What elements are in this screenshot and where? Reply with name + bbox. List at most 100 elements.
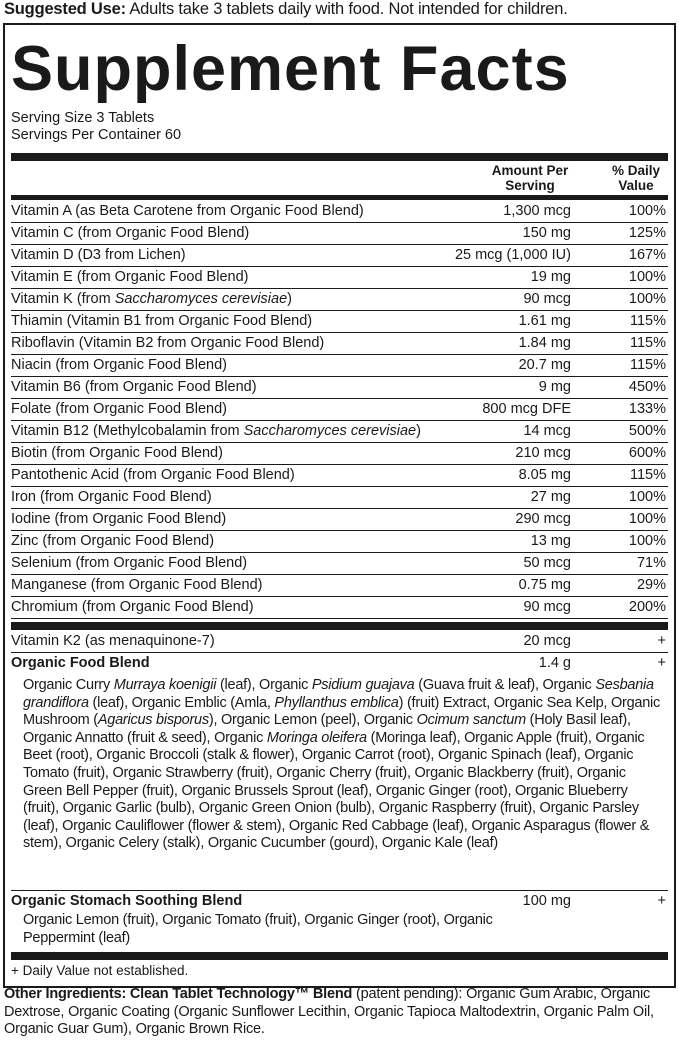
table-row: Vitamin K (from Saccharomyces cerevisiae…: [11, 289, 668, 311]
nutrient-name: Vitamin C (from Organic Food Blend): [11, 223, 249, 244]
nutrient-amount: 90 mcg: [523, 291, 571, 307]
text-segment: Zinc (from Organic Food Blend): [11, 533, 215, 549]
nutrient-name: Iron (from Organic Food Blend): [11, 487, 212, 508]
blend-amount: 100 mg: [522, 893, 571, 909]
text-segment: Folate (from Organic Food Blend): [11, 401, 227, 417]
text-segment: Vitamin B6 (from Organic Food Blend): [11, 379, 257, 395]
nutrient-amount: 20 mcg: [523, 633, 571, 649]
blend-name: Organic Food Blend: [11, 655, 150, 671]
text-segment: ) (fruit) Extract, Organic Sea Kelp, Org…: [23, 694, 660, 729]
nutrient-amount: 14 mcg: [523, 423, 571, 439]
text-segment: ): [416, 423, 421, 439]
italic-text: Saccharomyces cerevisiae: [243, 423, 417, 439]
nutrient-name: Selenium (from Organic Food Blend): [11, 553, 247, 574]
nutrient-amount: 800 mcg DFE: [482, 401, 571, 417]
blend-dv: +: [657, 893, 666, 909]
nutrient-dv: 600%: [628, 445, 666, 461]
blend-amount: 1.4 g: [538, 655, 571, 671]
nutrient-name: Chromium (from Organic Food Blend): [11, 597, 254, 618]
text-segment: Chromium (from Organic Food Blend): [11, 599, 254, 615]
text-segment: (Holy Basil leaf), Organic Annatto (frui…: [23, 712, 631, 746]
table-row: Folate (from Organic Food Blend) 800 mcg …: [11, 399, 668, 421]
italic-text: Psidium guajava: [311, 677, 415, 693]
nutrient-name: Vitamin B12 (Methylcobalamin from Saccha…: [11, 421, 421, 442]
serving-size: Serving Size 3 Tablets: [11, 110, 155, 126]
nutrient-name: Pantothenic Acid (from Organic Food Blen…: [11, 465, 295, 486]
text-segment: Selenium (from Organic Food Blend): [11, 555, 248, 571]
table-row: Niacin (from Organic Food Blend) 20.7 mg 1…: [11, 355, 668, 377]
text-segment: Thiamin (Vitamin B1 from Organic Food Bl…: [11, 313, 313, 329]
nutrient-amount: 8.05 mg: [518, 467, 571, 483]
other-ingredients: Other Ingredients: Clean Tablet Technolo…: [4, 986, 676, 1039]
italic-text: Ocimum sanctum: [416, 712, 527, 729]
text-segment: (leaf), Organic: [216, 677, 312, 693]
nutrient-dv: 200%: [628, 599, 666, 615]
text-segment: Iodine (from Organic Food Blend): [11, 511, 227, 527]
nutrient-amount: 150 mg: [522, 225, 571, 241]
text-segment: Pantothenic Acid (from Organic Food Blen…: [11, 467, 295, 483]
nutrient-name: Vitamin K2 (as menaquinone-7): [11, 633, 215, 649]
nutrient-amount: 13 mg: [530, 533, 571, 549]
nutrient-dv: +: [657, 633, 666, 649]
table-row: Biotin (from Organic Food Blend) 210 mcg 6…: [11, 443, 668, 465]
table-row: Riboflavin (Vitamin B2 from Organic Food…: [11, 333, 668, 355]
table-row: Organic Food Blend 1.4 g +: [11, 653, 668, 674]
text-segment: Vitamin K (from: [11, 291, 115, 307]
supplement-facts-panel: Supplement Facts Serving Size 3 Tablets …: [3, 23, 676, 988]
table-row: Vitamin C (from Organic Food Blend) 150 m…: [11, 223, 668, 245]
table-row: Vitamin A (as Beta Carotene from Organic…: [11, 201, 668, 223]
table-row: Vitamin D (D3 from Lichen) 25 mcg (1,000 …: [11, 245, 668, 267]
nutrient-amount: 50 mcg: [523, 555, 571, 571]
text-segment: ), Organic Lemon (peel), Organic: [208, 712, 417, 729]
table-row: Selenium (from Organic Food Blend) 50 mcg…: [11, 553, 668, 575]
other-ingredients-label: Other Ingredients: Clean Tablet Technolo…: [4, 986, 353, 1002]
text-segment: (leaf), Organic Emblic (Amla,: [88, 694, 275, 711]
nutrient-dv: 115%: [629, 335, 666, 351]
nutrient-dv: 100%: [628, 489, 666, 505]
nutrient-dv: 100%: [628, 291, 666, 307]
nutrient-name: Vitamin K (from Saccharomyces cerevisiae…: [11, 289, 292, 310]
stomach-blend-ingredients: Organic Lemon (fruit), Organic Tomato (f…: [23, 912, 493, 946]
text-segment: Vitamin B12 (Methylcobalamin from: [11, 423, 244, 439]
nutrient-name: Vitamin A (as Beta Carotene from Organic…: [11, 201, 364, 222]
table-row: Pantothenic Acid (from Organic Food Blen…: [11, 465, 668, 487]
other-ingredients-text: (patent pending): Organic Gum Arabic, Or…: [4, 986, 654, 1038]
nutrient-dv: 115%: [629, 357, 666, 373]
nutrient-name: Folate (from Organic Food Blend): [11, 399, 227, 420]
table-row: Chromium (from Organic Food Blend) 90 mcg…: [11, 597, 668, 619]
nutrient-dv: 100%: [628, 203, 666, 219]
italic-text: Murraya koenigii: [113, 677, 217, 693]
nutrient-name: Niacin (from Organic Food Blend): [11, 355, 227, 376]
nutrient-name: Vitamin D (D3 from Lichen): [11, 245, 186, 266]
nutrient-amount: 1,300 mcg: [503, 203, 571, 219]
table-row: Thiamin (Vitamin B1 from Organic Food Bl…: [11, 311, 668, 333]
nutrient-dv: 167%: [628, 247, 666, 263]
nutrient-name: Biotin (from Organic Food Blend): [11, 443, 223, 464]
text-segment: ): [287, 291, 292, 307]
table-row: Iodine (from Organic Food Blend) 290 mcg 1…: [11, 509, 668, 531]
nutrient-name: Zinc (from Organic Food Blend): [11, 531, 214, 552]
text-segment: (Moringa leaf), Organic Apple (fruit), O…: [23, 729, 650, 852]
nutrient-amount: 1.61 mg: [518, 313, 571, 329]
nutrient-amount: 20.7 mg: [518, 357, 571, 373]
italic-text: Saccharomyces cerevisiae: [114, 291, 288, 307]
text-segment: Niacin (from Organic Food Blend): [11, 357, 227, 373]
text-segment: Vitamin C (from Organic Food Blend): [11, 225, 250, 241]
nutrient-amount: 25 mcg (1,000 IU): [454, 247, 571, 263]
nutrient-dv: 500%: [628, 423, 666, 439]
table-row: Zinc (from Organic Food Blend) 13 mg 100%: [11, 531, 668, 553]
nutrient-amount: 210 mcg: [515, 445, 571, 461]
header-amount: Amount Per Serving: [491, 163, 569, 193]
table-row: Vitamin K2 (as menaquinone-7) 20 mcg +: [11, 631, 668, 653]
nutrient-name: Vitamin B6 (from Organic Food Blend): [11, 377, 257, 398]
servings-per-container: Servings Per Container 60: [11, 127, 182, 143]
nutrient-dv: 100%: [628, 511, 666, 527]
nutrient-dv: 133%: [628, 401, 666, 417]
nutrient-amount: 90 mcg: [523, 599, 571, 615]
nutrient-amount: 9 mg: [538, 379, 571, 395]
nutrient-name: Thiamin (Vitamin B1 from Organic Food Bl…: [11, 311, 312, 332]
blend-table: Vitamin K2 (as menaquinone-7) 20 mcg + O…: [11, 631, 668, 674]
text-segment: Iron (from Organic Food Blend): [11, 489, 212, 505]
text-segment: Organic Curry: [23, 677, 114, 693]
footnote: + Daily Value not established.: [11, 963, 189, 978]
